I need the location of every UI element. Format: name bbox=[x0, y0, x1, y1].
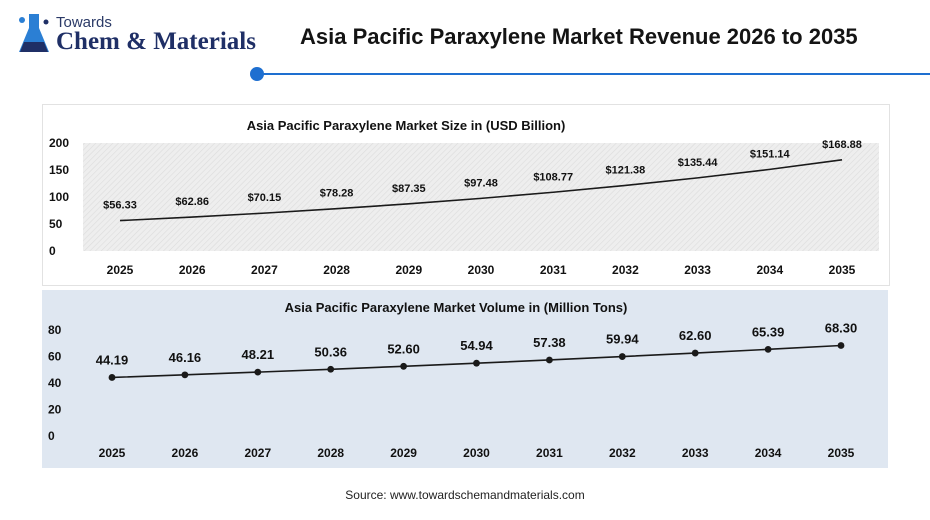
x-tick-label: 2027 bbox=[244, 446, 271, 460]
x-tick-label: 2025 bbox=[107, 263, 134, 277]
x-tick-label: 2035 bbox=[829, 263, 856, 277]
x-tick-label: 2029 bbox=[395, 263, 422, 277]
market-volume-chart: Asia Pacific Paraxylene Market Volume in… bbox=[48, 300, 858, 460]
data-label: 59.94 bbox=[606, 332, 639, 347]
data-label: $121.38 bbox=[606, 164, 646, 176]
x-tick-label: 2032 bbox=[609, 446, 636, 460]
y-tick-label: 20 bbox=[48, 403, 62, 417]
data-label: 65.39 bbox=[752, 324, 785, 339]
page-title: Asia Pacific Paraxylene Market Revenue 2… bbox=[300, 24, 858, 49]
data-label: $151.14 bbox=[750, 148, 791, 160]
data-label: $168.88 bbox=[822, 139, 862, 151]
logo-big-text: Chem & Materials bbox=[56, 28, 256, 55]
data-point bbox=[254, 368, 262, 376]
data-point bbox=[546, 356, 553, 364]
data-label: $70.15 bbox=[248, 192, 282, 204]
data-label: $108.77 bbox=[533, 171, 573, 183]
data-point bbox=[764, 345, 772, 353]
data-label: $62.86 bbox=[175, 196, 209, 208]
x-tick-label: 2033 bbox=[684, 263, 711, 277]
x-tick-label: 2026 bbox=[179, 263, 206, 277]
x-tick-label: 2028 bbox=[323, 263, 350, 277]
data-point bbox=[181, 371, 189, 379]
data-label: 44.19 bbox=[96, 352, 129, 367]
y-tick-label: 0 bbox=[49, 244, 56, 258]
chart-title: Asia Pacific Paraxylene Market Volume in… bbox=[285, 300, 628, 315]
data-label: 57.38 bbox=[533, 335, 566, 350]
plot-background bbox=[83, 143, 879, 251]
x-tick-label: 2030 bbox=[468, 263, 495, 277]
data-point bbox=[108, 374, 116, 381]
x-tick-label: 2033 bbox=[682, 446, 709, 460]
x-tick-label: 2035 bbox=[828, 446, 855, 460]
logo-small-text: Towards bbox=[56, 14, 112, 31]
y-tick-label: 0 bbox=[48, 429, 55, 443]
data-label: 48.21 bbox=[242, 347, 275, 362]
y-tick-label: 40 bbox=[48, 376, 62, 390]
data-point bbox=[400, 362, 407, 370]
x-tick-label: 2034 bbox=[756, 263, 783, 277]
flask-icon bbox=[19, 14, 49, 52]
data-label: $87.35 bbox=[392, 183, 426, 195]
data-label: 68.30 bbox=[825, 321, 858, 336]
chart-title: Asia Pacific Paraxylene Market Size in (… bbox=[247, 118, 566, 133]
data-label: 50.36 bbox=[314, 344, 347, 359]
market-volume-panel: Asia Pacific Paraxylene Market Volume in… bbox=[42, 290, 888, 468]
data-point bbox=[327, 365, 335, 373]
data-point bbox=[473, 359, 480, 367]
x-tick-label: 2031 bbox=[536, 446, 563, 460]
title-divider bbox=[257, 73, 930, 75]
y-tick-label: 200 bbox=[49, 136, 69, 150]
y-tick-label: 100 bbox=[49, 190, 69, 204]
brand-logo: Towards Chem & Materials bbox=[12, 8, 256, 64]
market-size-chart: Asia Pacific Paraxylene Market Size in (… bbox=[49, 118, 879, 277]
x-tick-label: 2026 bbox=[172, 446, 199, 460]
y-tick-label: 80 bbox=[48, 323, 62, 337]
y-tick-label: 60 bbox=[48, 350, 62, 364]
data-label: $97.48 bbox=[464, 177, 498, 189]
data-label: $56.33 bbox=[103, 200, 137, 212]
data-point bbox=[618, 353, 626, 360]
x-tick-label: 2034 bbox=[755, 446, 782, 460]
x-tick-label: 2032 bbox=[612, 263, 639, 277]
data-label: $135.44 bbox=[678, 157, 719, 169]
data-label: 54.94 bbox=[460, 338, 493, 353]
x-tick-label: 2028 bbox=[317, 446, 344, 460]
data-label: $78.28 bbox=[320, 188, 354, 200]
data-label: 52.60 bbox=[387, 341, 420, 356]
data-label: 62.60 bbox=[679, 328, 712, 343]
y-tick-label: 50 bbox=[49, 217, 63, 231]
x-tick-label: 2027 bbox=[251, 263, 278, 277]
source-note: Source: www.towardschemandmaterials.com bbox=[345, 488, 585, 502]
x-tick-label: 2030 bbox=[463, 446, 490, 460]
x-tick-label: 2031 bbox=[540, 263, 567, 277]
data-point bbox=[837, 342, 845, 349]
y-tick-label: 150 bbox=[49, 163, 69, 177]
market-size-panel: Asia Pacific Paraxylene Market Size in (… bbox=[42, 104, 890, 286]
data-point bbox=[691, 349, 699, 357]
divider-dot bbox=[250, 67, 264, 81]
x-tick-label: 2025 bbox=[99, 446, 126, 460]
data-label: 46.16 bbox=[169, 350, 202, 365]
x-tick-label: 2029 bbox=[390, 446, 417, 460]
series-line bbox=[119, 159, 843, 222]
